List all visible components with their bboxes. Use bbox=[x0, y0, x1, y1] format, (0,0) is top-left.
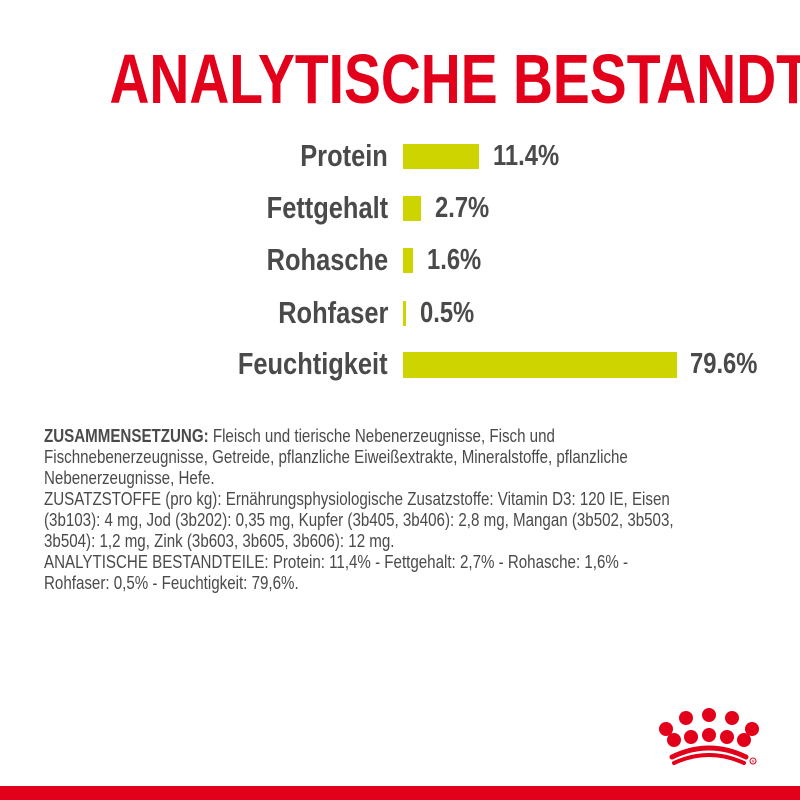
chart-row-feuchtigkeit: Feuchtigkeit 79.6% bbox=[0, 347, 800, 381]
analytics-line: ANALYTISCHE BESTANDTEILE: Protein: 11,4%… bbox=[44, 552, 629, 572]
composition-heading: ZUSAMMENSETZUNG: bbox=[44, 426, 209, 446]
row-value: 11.4% bbox=[493, 140, 560, 172]
row-value: 79.6% bbox=[690, 348, 758, 380]
composition-line: Nebenerzeugnisse, Hefe. bbox=[44, 468, 215, 488]
row-label: Fettgehalt bbox=[266, 190, 388, 225]
trademark-symbol: R bbox=[752, 759, 755, 764]
value-bar bbox=[403, 196, 421, 221]
crown-logo-icon: R bbox=[655, 705, 765, 770]
value-bar bbox=[403, 144, 479, 169]
row-label: Protein bbox=[300, 138, 388, 173]
row-value: 0.5% bbox=[420, 297, 475, 329]
chart-row-rohfaser: Rohfaser 0.5% bbox=[0, 296, 800, 330]
composition-line: ZUSAMMENSETZUNG: Fleisch und tierische N… bbox=[44, 426, 555, 446]
additives-line: (3b103): 4 mg, Jod (3b202): 0,35 mg, Kup… bbox=[44, 510, 674, 530]
nutrient-bar-chart: Protein 11.4% Fettgehalt 2.7% Rohasche 1… bbox=[0, 139, 800, 381]
row-label: Feuchtigkeit bbox=[238, 346, 388, 381]
composition-line: Fischnebenerzeugnisse, Getreide, pflanzl… bbox=[44, 447, 628, 467]
row-label: Rohfaser bbox=[277, 295, 388, 330]
row-label: Rohasche bbox=[266, 242, 388, 277]
row-value: 1.6% bbox=[427, 244, 482, 276]
chart-row-fettgehalt: Fettgehalt 2.7% bbox=[0, 191, 800, 225]
bottom-brand-bar bbox=[0, 786, 800, 800]
composition-text: ZUSAMMENSETZUNG: Fleisch und tierische N… bbox=[44, 426, 766, 594]
additives-line: ZUSATZSTOFFE (pro kg): Ernährungsphysiol… bbox=[44, 489, 670, 509]
value-bar bbox=[403, 301, 406, 326]
chart-row-protein: Protein 11.4% bbox=[0, 139, 800, 173]
chart-row-rohasche: Rohasche 1.6% bbox=[0, 243, 800, 277]
additives-line: 3b504): 1,2 mg, Zink (3b603, 3b605, 3b60… bbox=[44, 531, 395, 551]
row-value: 2.7% bbox=[435, 192, 490, 224]
value-bar bbox=[403, 248, 413, 273]
page-title: ANALYTISCHE BESTANDTEILE bbox=[109, 40, 800, 118]
value-bar bbox=[403, 352, 677, 378]
analytics-line: Rohfaser: 0,5% - Feuchtigkeit: 79,6%. bbox=[44, 573, 299, 593]
